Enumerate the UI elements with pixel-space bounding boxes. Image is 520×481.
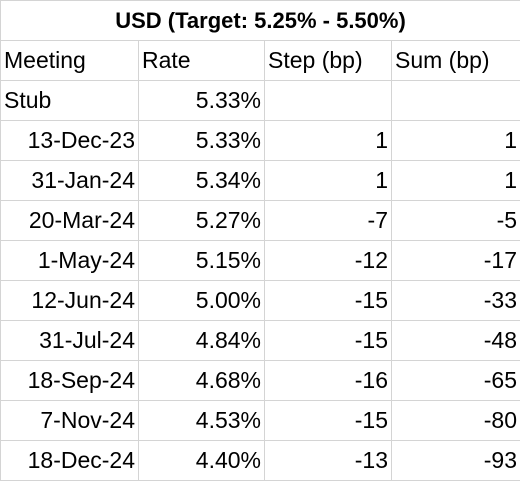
cell-sum[interactable]: -5: [392, 201, 520, 241]
cell-step[interactable]: -12: [265, 241, 392, 281]
cell-rate[interactable]: 4.40%: [139, 441, 265, 481]
cell-meeting[interactable]: Stub: [1, 81, 139, 121]
cell-sum[interactable]: -17: [392, 241, 520, 281]
cell-sum[interactable]: 1: [392, 161, 520, 201]
cell-meeting[interactable]: 20-Mar-24: [1, 201, 139, 241]
cell-sum[interactable]: [392, 81, 520, 121]
cell-sum[interactable]: -65: [392, 361, 520, 401]
cell-rate[interactable]: 4.53%: [139, 401, 265, 441]
cell-rate[interactable]: 5.33%: [139, 81, 265, 121]
cell-step[interactable]: [265, 81, 392, 121]
cell-step[interactable]: -15: [265, 321, 392, 361]
table-title[interactable]: USD (Target: 5.25% - 5.50%): [1, 1, 520, 41]
cell-sum[interactable]: -93: [392, 441, 520, 481]
table-row: 20-Mar-24 5.27% -7 -5: [1, 201, 520, 241]
table-row: 7-Nov-24 4.53% -15 -80: [1, 401, 520, 441]
cell-sum[interactable]: -48: [392, 321, 520, 361]
cell-rate[interactable]: 5.27%: [139, 201, 265, 241]
cell-step[interactable]: -13: [265, 441, 392, 481]
cell-step[interactable]: 1: [265, 161, 392, 201]
cell-meeting[interactable]: 18-Dec-24: [1, 441, 139, 481]
header-row: Meeting Rate Step (bp) Sum (bp): [1, 41, 520, 81]
cell-step[interactable]: -15: [265, 401, 392, 441]
table-row: 13-Dec-23 5.33% 1 1: [1, 121, 520, 161]
cell-rate[interactable]: 4.84%: [139, 321, 265, 361]
cell-meeting[interactable]: 18-Sep-24: [1, 361, 139, 401]
cell-step[interactable]: -7: [265, 201, 392, 241]
table-row: 31-Jul-24 4.84% -15 -48: [1, 321, 520, 361]
header-meeting[interactable]: Meeting: [1, 41, 139, 81]
cell-sum[interactable]: -80: [392, 401, 520, 441]
header-step[interactable]: Step (bp): [265, 41, 392, 81]
cell-rate[interactable]: 5.33%: [139, 121, 265, 161]
cell-meeting[interactable]: 31-Jul-24: [1, 321, 139, 361]
cell-meeting[interactable]: 1-May-24: [1, 241, 139, 281]
title-row: USD (Target: 5.25% - 5.50%): [1, 1, 520, 41]
table-row: 12-Jun-24 5.00% -15 -33: [1, 281, 520, 321]
cell-step[interactable]: 1: [265, 121, 392, 161]
cell-meeting[interactable]: 31-Jan-24: [1, 161, 139, 201]
cell-step[interactable]: -15: [265, 281, 392, 321]
cell-rate[interactable]: 5.34%: [139, 161, 265, 201]
cell-step[interactable]: -16: [265, 361, 392, 401]
table-row: 1-May-24 5.15% -12 -17: [1, 241, 520, 281]
table-row: 18-Dec-24 4.40% -13 -93: [1, 441, 520, 481]
cell-rate[interactable]: 5.00%: [139, 281, 265, 321]
cell-rate[interactable]: 4.68%: [139, 361, 265, 401]
cell-sum[interactable]: -33: [392, 281, 520, 321]
table-row: 31-Jan-24 5.34% 1 1: [1, 161, 520, 201]
cell-meeting[interactable]: 7-Nov-24: [1, 401, 139, 441]
table-row: 18-Sep-24 4.68% -16 -65: [1, 361, 520, 401]
header-rate[interactable]: Rate: [139, 41, 265, 81]
table-row: Stub 5.33%: [1, 81, 520, 121]
cell-meeting[interactable]: 13-Dec-23: [1, 121, 139, 161]
cell-rate[interactable]: 5.15%: [139, 241, 265, 281]
cell-sum[interactable]: 1: [392, 121, 520, 161]
header-sum[interactable]: Sum (bp): [392, 41, 520, 81]
cell-meeting[interactable]: 12-Jun-24: [1, 281, 139, 321]
